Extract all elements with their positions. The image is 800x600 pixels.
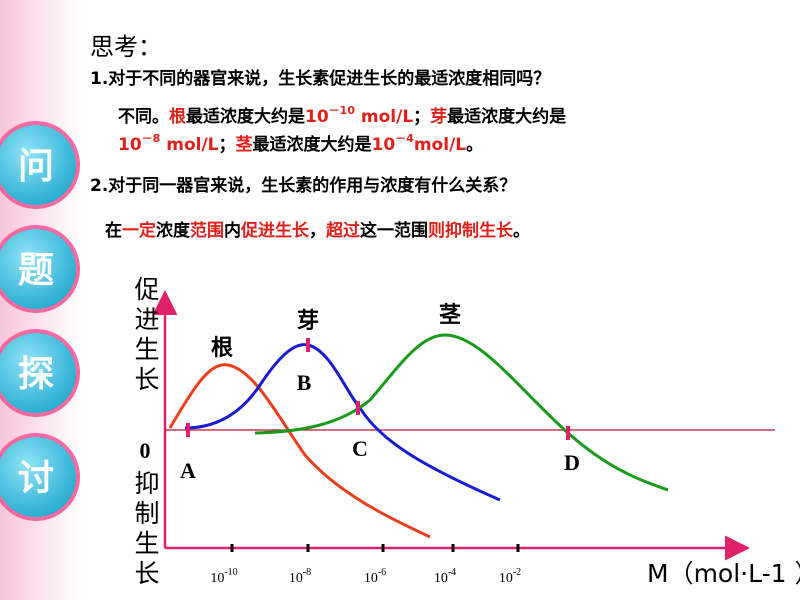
tick-base: 10 — [210, 571, 224, 586]
point-label: D — [564, 450, 580, 475]
point-label: C — [352, 436, 368, 461]
tick-exp: -10 — [224, 567, 237, 578]
answer-segment: －4 — [395, 132, 414, 145]
y-axis-char: 进 — [134, 305, 159, 334]
curve-label: 茎 — [439, 302, 461, 327]
answer-segment: 一定 — [122, 220, 156, 241]
bubble — [0, 329, 80, 417]
answer-segment: 内 — [224, 220, 241, 241]
answer-segment: 10 — [305, 107, 329, 127]
heading: 思考： — [90, 33, 162, 61]
tick-exp: -2 — [513, 567, 521, 578]
x-ticks: 10-10 10-8 10-6 10-4 10-2 — [210, 544, 521, 586]
answer-segment: 浓度 — [156, 220, 191, 241]
tick-base: 10 — [289, 571, 303, 586]
answer-segment: 最适浓度大约是 — [447, 106, 566, 127]
tick-exp: -6 — [378, 567, 386, 578]
tick-base: 10 — [434, 571, 448, 586]
point-marker — [356, 401, 360, 415]
answer-segment: mol/L — [160, 135, 218, 155]
answer-segment: ； — [219, 135, 236, 155]
tick-exp: -8 — [303, 567, 311, 578]
answer-segment: 。 — [513, 221, 530, 241]
bubble — [0, 225, 80, 313]
question: 1.对于不同的器官来说，生长素促进生长的最适浓度相同吗？ — [90, 68, 550, 89]
bubble-label: 问 — [18, 146, 54, 187]
answer-segment: 芽 — [430, 106, 447, 127]
point-marker — [306, 338, 310, 352]
stem-curve — [254, 333, 669, 492]
answer-segment: mol/L — [355, 107, 413, 127]
answer-segment: 促进生长 — [240, 220, 310, 241]
y-axis-char: 生 — [134, 529, 159, 558]
answer-segment: 在 — [105, 220, 122, 241]
answer-segment: 不同。 — [118, 107, 169, 127]
point-label: A — [180, 458, 196, 483]
bubble-label: 探 — [18, 354, 54, 395]
answer-segment: 根 — [169, 106, 186, 127]
answer-segment: 最适浓度大约是 — [253, 134, 372, 155]
bubble — [0, 433, 80, 521]
bubble — [0, 121, 80, 209]
answer-segment: 10 — [372, 135, 396, 155]
curve-label: 根 — [211, 335, 233, 360]
curve-label: 芽 — [297, 308, 319, 333]
x-tick-label: 10-4 — [434, 567, 456, 586]
bubble-label: 讨 — [18, 458, 54, 499]
x-tick-label: 10-6 — [364, 567, 386, 586]
point-marker — [566, 426, 570, 440]
x-tick-label: 10-10 — [210, 567, 237, 586]
x-axis-label: M（mol·L-1 ） — [647, 559, 800, 588]
answer-segment: ， — [309, 221, 326, 241]
answer-segment: 茎 — [236, 135, 253, 155]
bubble-label: 题 — [18, 250, 54, 291]
answer-segment: ； — [413, 107, 430, 127]
point-label: B — [297, 370, 312, 395]
y-axis-char: 制 — [134, 499, 159, 528]
root-curve — [168, 363, 431, 539]
answer-segment: －10 — [329, 104, 356, 117]
answer-segment: 范围 — [190, 220, 224, 241]
zero-label: 0 — [140, 438, 151, 463]
question: 2.对于同一器官来说，生长素的作用与浓度有什么关系？ — [90, 175, 516, 196]
y-axis-char: 长 — [134, 365, 159, 394]
answer-segment: －8 — [142, 132, 161, 145]
bud-curve — [184, 343, 501, 502]
answer-segment: 这一范围 — [360, 220, 428, 241]
tick-base: 10 — [364, 571, 378, 586]
y-axis-char: 抑 — [134, 469, 159, 498]
answer-segment: mol/L — [414, 135, 466, 155]
answer-segment: 最适浓度大约是 — [186, 106, 305, 127]
answer-segment: 超过 — [326, 220, 360, 241]
answer-line: 在一定浓度范围内促进生长，超过这一范围则抑制生长。 — [105, 220, 530, 241]
tick-base: 10 — [499, 571, 513, 586]
answer-segment: 。 — [466, 135, 483, 155]
y-axis-char: 促 — [134, 275, 159, 304]
answer-line: 不同。根最适浓度大约是10－10 mol/L；芽最适浓度大约是 — [118, 104, 566, 127]
graph: 根 芽 茎 A B C D 0 M（mol·L-1 ） — [140, 290, 800, 588]
y-axis-char: 长 — [134, 559, 159, 588]
point-marker — [186, 423, 190, 437]
answer-line: 10－8 mol/L；茎最适浓度大约是10－4mol/L。 — [118, 132, 483, 155]
x-tick-label: 10-2 — [499, 567, 521, 586]
answer-segment: 则抑制生长 — [428, 220, 514, 241]
y-axis-char: 生 — [134, 335, 159, 364]
answer-segment: 10 — [118, 135, 142, 155]
tick-exp: -4 — [448, 567, 456, 578]
x-tick-label: 10-8 — [289, 567, 311, 586]
